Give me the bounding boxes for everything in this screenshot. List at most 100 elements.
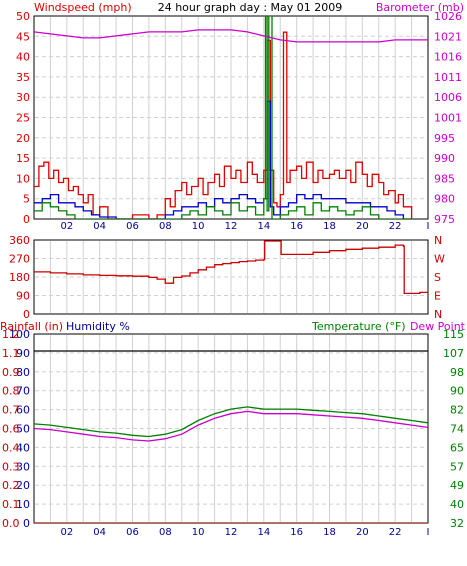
y-tick-label-right: 74 <box>450 423 464 436</box>
temperature-humidity-panel: 0 10 20 30 40 50 60 70 80 90 100 0.0 0.1 0.2 0.3 0.4 0.6… <box>2 328 464 538</box>
x-tick-label: 06 <box>126 527 139 538</box>
chart-title: 24 hour graph day : May 01 2009 <box>158 1 343 14</box>
y-tick-label-right: 985 <box>434 172 455 185</box>
y-tick-label-right: 90 <box>450 385 464 398</box>
y-tick-label-rain: 0.0 <box>2 517 20 530</box>
y-tick-label-rain: 0.3 <box>2 460 20 473</box>
wind-barometer-panel: 0 5 10 15 20 25 30 35 40 45 50 975 980 985 990 995 1001 1… <box>16 10 462 232</box>
barometer-axis-label: Barometer (mb) <box>376 1 464 14</box>
y-tick-label-left: 0 <box>23 213 30 226</box>
x-tick-label: 14 <box>257 221 270 232</box>
y-tick-label-right: S <box>434 271 441 284</box>
y-tick-label-left: 15 <box>16 152 30 165</box>
panels: 0510152025303540455097598098599099510011… <box>2 10 464 538</box>
y-tick-label-right: 1001 <box>434 112 462 125</box>
series-gust-line <box>34 31 413 219</box>
y-tick-label-left: 50 <box>16 423 30 436</box>
y-tick-label-right: 65 <box>450 441 464 454</box>
y-tick-label-right: W <box>434 253 445 266</box>
y-tick-label-right: 107 <box>443 347 464 360</box>
y-tick-label-left: 90 <box>16 290 30 303</box>
y-tick-label-left: 40 <box>16 51 30 64</box>
y-tick-label-left: 360 <box>9 234 30 247</box>
x-tick-label: 12 <box>225 527 238 538</box>
temperature-axis-label: Temperature (°F) <box>311 320 406 333</box>
y-tick-label-rain: 0.4 <box>2 441 20 454</box>
x-tick-label: 14 <box>257 527 270 538</box>
y-tick-label-left: 100 <box>9 328 30 341</box>
y-tick-label-right: 115 <box>443 328 464 341</box>
y-tick-label-left: 35 <box>16 71 30 84</box>
x-tick-label: 12 <box>225 221 238 232</box>
x-tick-label: I <box>427 221 430 232</box>
y-tick-label-left: 50 <box>16 10 30 23</box>
rainfall-axis-label: Rainfall (in) <box>0 320 63 333</box>
humidity-axis-label: Humidity % <box>66 320 130 333</box>
y-tick-label-right: 98 <box>450 366 464 379</box>
y-tick-label-rain: 1.1 <box>2 347 20 360</box>
y-tick-label-right: 975 <box>434 213 455 226</box>
x-tick-label: 10 <box>192 221 205 232</box>
y-tick-label-left: 20 <box>16 479 30 492</box>
y-tick-label-left: 10 <box>16 498 30 511</box>
y-tick-label-left: 80 <box>16 366 30 379</box>
y-tick-label-right: 40 <box>450 498 464 511</box>
y-tick-label-left: 10 <box>16 172 30 185</box>
y-tick-label-right: 1011 <box>434 71 462 84</box>
y-tick-label-left: 40 <box>16 441 30 454</box>
y-tick-label-rain: 0.9 <box>2 366 20 379</box>
x-tick-label: 16 <box>290 527 303 538</box>
y-tick-label-left: 90 <box>16 347 30 360</box>
x-tick-label: 16 <box>290 221 303 232</box>
series-avg-line <box>34 100 412 219</box>
y-tick-label-right: 32 <box>450 517 464 530</box>
series-baro-line <box>34 29 428 43</box>
x-tick-label: 20 <box>356 527 369 538</box>
y-tick-label-left: 20 <box>16 132 30 145</box>
y-tick-label-right: 49 <box>450 479 464 492</box>
y-tick-label-right: 57 <box>450 460 464 473</box>
y-tick-label-left: 180 <box>9 271 30 284</box>
x-tick-label: 04 <box>93 527 106 538</box>
y-tick-label-rain: 0.7 <box>2 404 20 417</box>
x-tick-label: 20 <box>356 221 369 232</box>
y-tick-label-rain: 0.8 <box>2 385 20 398</box>
y-tick-label-left: 30 <box>16 91 30 104</box>
x-tick-label: 18 <box>323 221 336 232</box>
y-tick-label-right: E <box>434 290 441 303</box>
y-tick-label-left: 5 <box>23 193 30 206</box>
x-tick-label: 04 <box>93 221 106 232</box>
y-tick-label-left: 30 <box>16 460 30 473</box>
series-temp-line <box>34 406 428 438</box>
x-tick-label: 02 <box>60 221 73 232</box>
x-tick-label: 22 <box>389 527 402 538</box>
series-dew-line <box>34 410 428 442</box>
y-tick-label-right: 1021 <box>434 30 462 43</box>
series-dir-line <box>34 240 428 295</box>
y-tick-label-right: N <box>434 308 442 321</box>
x-tick-label: 02 <box>60 527 73 538</box>
x-tick-label: 06 <box>126 221 139 232</box>
x-tick-label: 08 <box>159 527 172 538</box>
dew-point-axis-label: Dew Point <box>410 320 466 333</box>
y-tick-label-right: N <box>434 234 442 247</box>
y-tick-label-right: 1016 <box>434 51 462 64</box>
series-gust2-line <box>34 16 412 219</box>
x-tick-label: 08 <box>159 221 172 232</box>
y-tick-label-rain: 0.2 <box>2 479 20 492</box>
y-tick-label-rain: 0.1 <box>2 498 20 511</box>
y-tick-label-left: 70 <box>16 385 30 398</box>
y-tick-label-right: 995 <box>434 132 455 145</box>
x-tick-label: I <box>427 527 430 538</box>
y-tick-label-right: 82 <box>450 404 464 417</box>
y-tick-label-rain: 1.2 <box>2 328 20 341</box>
y-tick-label-right: 1006 <box>434 91 462 104</box>
y-tick-label-left: 60 <box>16 404 30 417</box>
windspeed-axis-label: Windspeed (mph) <box>34 1 132 14</box>
x-tick-label: 10 <box>192 527 205 538</box>
y-tick-label-right: 990 <box>434 152 455 165</box>
y-tick-label-right: 980 <box>434 193 455 206</box>
y-tick-label-left: 0 <box>23 308 30 321</box>
